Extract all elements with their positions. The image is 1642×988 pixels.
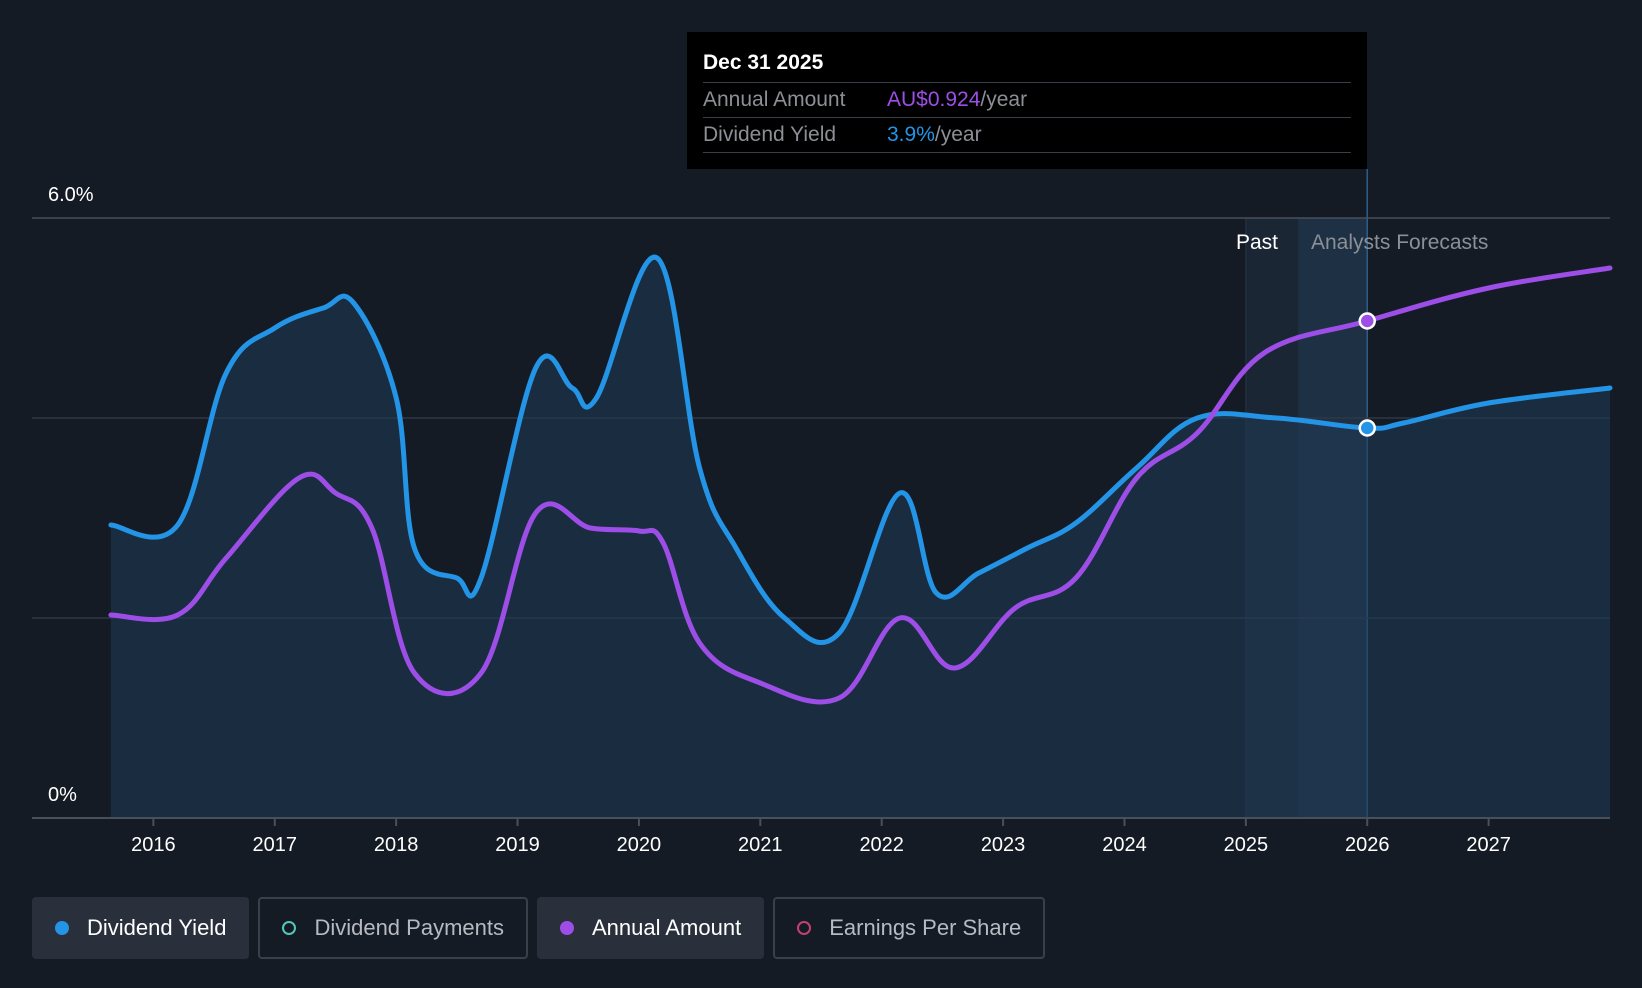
x-tick-label: 2018 [374, 834, 419, 856]
x-tick-label: 2021 [738, 834, 783, 856]
y-tick-label-bottom: 0% [48, 784, 77, 806]
tooltip-row-yield: Dividend Yield 3.9% /year [703, 118, 1351, 153]
series-areas [110, 257, 1610, 818]
annual-amount-marker[interactable] [1358, 312, 1376, 330]
legend-label: Dividend Payments [314, 915, 504, 940]
tooltip-yield-unit: /year [934, 123, 982, 146]
legend-ring-icon [282, 921, 297, 935]
tooltip-annual-label: Annual Amount [703, 88, 846, 111]
legend-dot-icon [55, 921, 69, 935]
x-tick-label: 2019 [495, 834, 540, 856]
x-tick-label: 2026 [1345, 834, 1390, 856]
legend-annual-amount[interactable]: Annual Amount [536, 897, 765, 959]
tooltip-date: Dec 31 2025 [703, 48, 1351, 83]
tooltip-annual-value: AU$0.924 [887, 88, 981, 111]
y-tick-label-top: 6.0% [48, 184, 94, 206]
chart-legend: Dividend Yield Dividend Payments Annual … [32, 897, 1046, 959]
dividend-yield-line [108, 254, 1613, 646]
x-tick-label: 2022 [859, 834, 904, 856]
legend-dividend-payments[interactable]: Dividend Payments [258, 897, 528, 959]
tooltip-yield-label: Dividend Yield [703, 123, 837, 146]
dividend-yield-area [110, 257, 1610, 818]
x-tick-label: 2023 [981, 834, 1026, 856]
legend-label: Earnings Per Share [829, 915, 1022, 940]
forecast-region-label: Analysts Forecasts [1311, 231, 1488, 254]
series-lines [108, 254, 1613, 705]
x-tick-label: 2016 [131, 834, 176, 856]
x-tick-label: 2025 [1224, 834, 1269, 856]
legend-label: Annual Amount [591, 915, 742, 940]
x-tick-label: 2024 [1102, 834, 1147, 856]
annual-amount-line [108, 265, 1613, 705]
tooltip-annual-unit: /year [980, 88, 1028, 111]
legend-earnings-per-share[interactable]: Earnings Per Share [773, 897, 1046, 959]
tooltip-row-annual: Annual Amount AU$0.924 /year [703, 83, 1351, 118]
legend-dot-icon [559, 921, 574, 935]
past-region-label: Past [1236, 231, 1278, 254]
x-tick-label: 2017 [253, 834, 298, 856]
legend-ring-icon [797, 921, 812, 935]
chart-tooltip: Dec 31 2025 Annual Amount AU$0.924 /year… [687, 32, 1367, 169]
x-tick-label: 2020 [617, 834, 662, 856]
tooltip-yield-value: 3.9% [887, 123, 935, 146]
highlight-markers[interactable] [1358, 312, 1376, 437]
legend-label: Dividend Yield [87, 915, 227, 940]
x-tick-label: 2027 [1466, 834, 1511, 856]
legend-dividend-yield[interactable]: Dividend Yield [32, 897, 250, 959]
x-axis: 2016 2017 2018 2019 2020 2021 2022 2023 2024 2025… [32, 817, 1610, 856]
dividend-yield-marker[interactable] [1358, 419, 1376, 437]
